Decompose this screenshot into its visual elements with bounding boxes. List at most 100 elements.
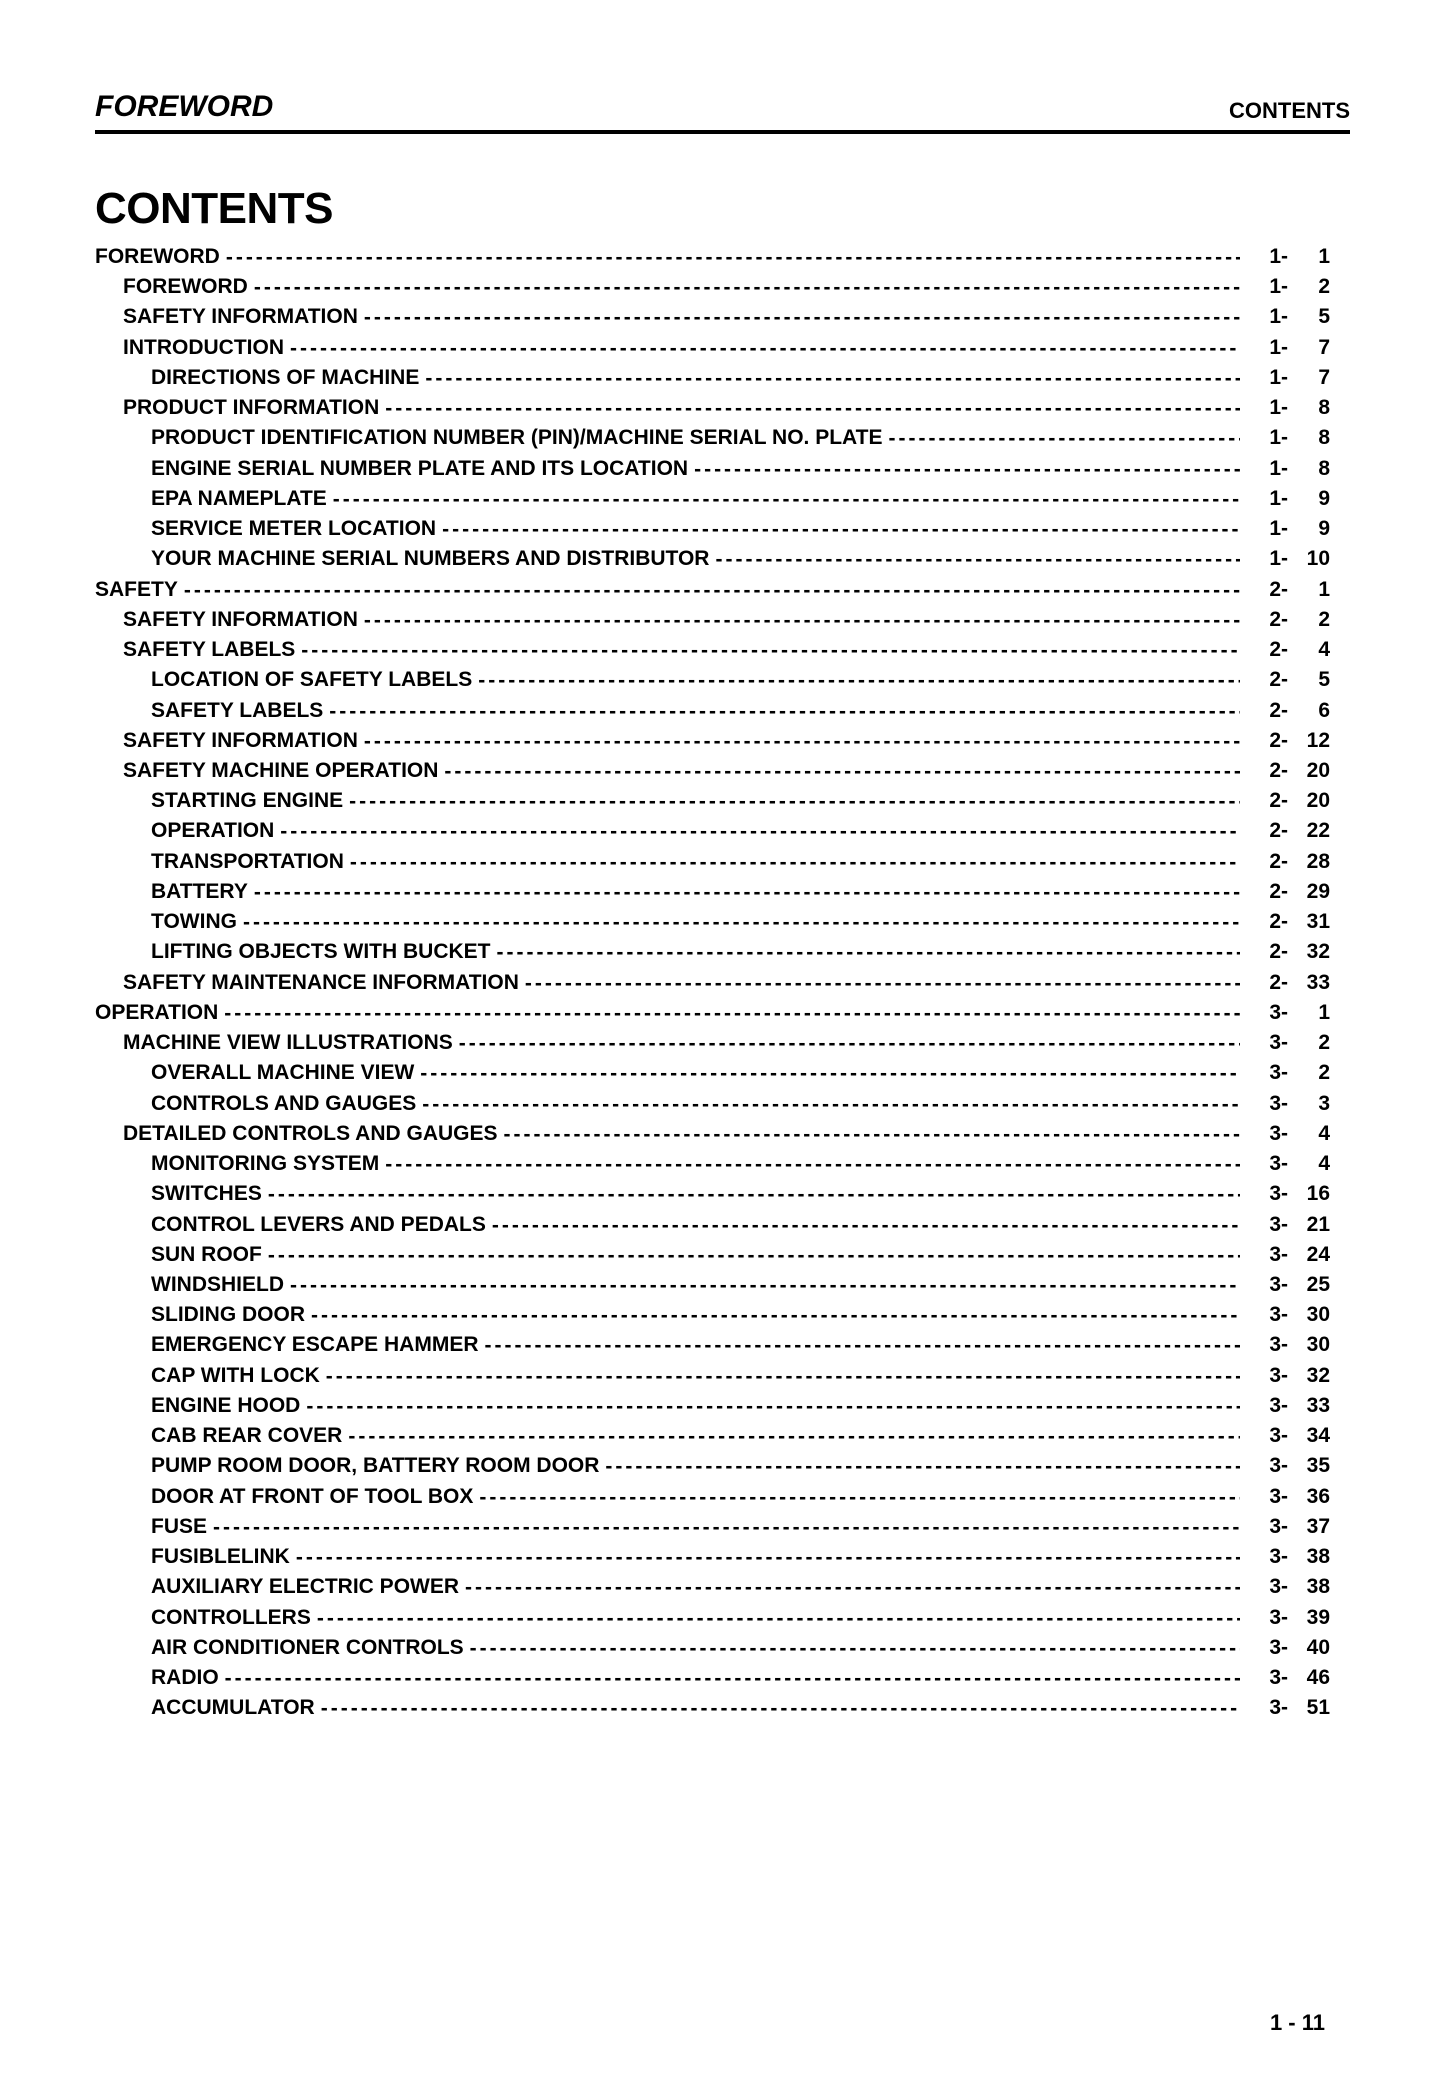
toc-entry-label: TRANSPORTATION <box>151 851 350 873</box>
toc-entry-page: 2-5 <box>1240 669 1350 691</box>
toc-entry-section: 1- <box>1254 427 1288 449</box>
toc-entry-pagenum: 22 <box>1288 820 1330 842</box>
toc-entry-label: SUN ROOF <box>151 1244 268 1266</box>
toc-leader-dots: ----------------------------------------… <box>459 1033 1240 1055</box>
toc-entry-pagenum: 10 <box>1288 548 1330 570</box>
toc-leader-dots: ----------------------------------------… <box>254 277 1240 299</box>
toc-entry-pagenum: 5 <box>1288 669 1330 691</box>
toc-entry: LIFTING OBJECTS WITH BUCKET-------------… <box>95 941 1350 963</box>
toc-leader-dots: ----------------------------------------… <box>268 1184 1240 1206</box>
toc-entry-page: 1-7 <box>1240 367 1350 389</box>
toc-leader-dots: ----------------------------------------… <box>329 701 1240 723</box>
toc-entry-pagenum: 8 <box>1288 458 1330 480</box>
toc-entry-page: 2-12 <box>1240 730 1350 752</box>
toc-leader-dots: ----------------------------------------… <box>364 610 1240 632</box>
toc-entry-label: RADIO <box>151 1667 225 1689</box>
toc-entry: OPERATION-------------------------------… <box>95 1002 1350 1024</box>
toc-entry-pagenum: 7 <box>1288 367 1330 389</box>
toc-entry-section: 1- <box>1254 548 1288 570</box>
toc-entry-label: CAP WITH LOCK <box>151 1365 326 1387</box>
toc-entry: PRODUCT INFORMATION---------------------… <box>95 397 1350 419</box>
toc-entry: AIR CONDITIONER CONTROLS----------------… <box>95 1637 1350 1659</box>
toc-entry-pagenum: 8 <box>1288 397 1330 419</box>
toc-leader-dots: ----------------------------------------… <box>364 307 1240 329</box>
toc-entry-section: 3- <box>1254 1365 1288 1387</box>
toc-entry-pagenum: 8 <box>1288 427 1330 449</box>
toc-entry-page: 1-5 <box>1240 306 1350 328</box>
toc-leader-dots: ----------------------------------------… <box>280 821 1240 843</box>
toc-entry-section: 1- <box>1254 518 1288 540</box>
toc-entry-page: 3-32 <box>1240 1365 1350 1387</box>
toc-entry-pagenum: 40 <box>1288 1637 1330 1659</box>
toc-entry-label: AIR CONDITIONER CONTROLS <box>151 1637 470 1659</box>
toc-entry-section: 1- <box>1254 488 1288 510</box>
toc-entry-label: SAFETY INFORMATION <box>123 609 364 631</box>
page: FOREWORD CONTENTS CONTENTS FOREWORD-----… <box>0 0 1445 2096</box>
toc-entry-pagenum: 1 <box>1288 246 1330 268</box>
toc-entry-page: 3-24 <box>1240 1244 1350 1266</box>
toc-entry-pagenum: 5 <box>1288 306 1330 328</box>
toc-entry: DETAILED CONTROLS AND GAUGES------------… <box>95 1123 1350 1145</box>
toc-leader-dots: ----------------------------------------… <box>317 1608 1240 1630</box>
toc-entry-label: INTRODUCTION <box>123 337 290 359</box>
toc-entry: AUXILIARY ELECTRIC POWER----------------… <box>95 1576 1350 1598</box>
toc-entry-label: MONITORING SYSTEM <box>151 1153 385 1175</box>
toc-entry-section: 3- <box>1254 1637 1288 1659</box>
toc-entry-section: 3- <box>1254 1546 1288 1568</box>
toc-leader-dots: ----------------------------------------… <box>296 1547 1240 1569</box>
toc-leader-dots: ----------------------------------------… <box>184 580 1240 602</box>
toc-entry-label: BATTERY <box>151 881 254 903</box>
toc-leader-dots: ----------------------------------------… <box>479 1487 1240 1509</box>
toc-entry-section: 3- <box>1254 1274 1288 1296</box>
toc-entry: SAFETY INFORMATION----------------------… <box>95 730 1350 752</box>
toc-leader-dots: ----------------------------------------… <box>254 882 1240 904</box>
toc-entry: MONITORING SYSTEM-----------------------… <box>95 1153 1350 1175</box>
toc-entry-label: OVERALL MACHINE VIEW <box>151 1062 420 1084</box>
toc-entry-label: PRODUCT IDENTIFICATION NUMBER (PIN)/MACH… <box>151 427 889 449</box>
toc-entry-pagenum: 3 <box>1288 1093 1330 1115</box>
toc-entry: CONTROLS AND GAUGES---------------------… <box>95 1093 1350 1115</box>
toc-entry: SAFETY MACHINE OPERATION----------------… <box>95 760 1350 782</box>
toc-entry-page: 1-9 <box>1240 488 1350 510</box>
toc-entry-label: OPERATION <box>151 820 280 842</box>
toc-leader-dots: ----------------------------------------… <box>525 973 1240 995</box>
toc-entry: ENGINE SERIAL NUMBER PLATE AND ITS LOCAT… <box>95 458 1350 480</box>
toc-entry-page: 3-34 <box>1240 1425 1350 1447</box>
page-number-footer: 1 - 11 <box>1270 2010 1325 2036</box>
toc-entry: CAB REAR COVER--------------------------… <box>95 1425 1350 1447</box>
toc-leader-dots: ----------------------------------------… <box>889 428 1241 450</box>
toc-entry-pagenum: 33 <box>1288 1395 1330 1417</box>
toc-entry-label: DIRECTIONS OF MACHINE <box>151 367 425 389</box>
toc-entry-pagenum: 4 <box>1288 1153 1330 1175</box>
toc-entry-pagenum: 39 <box>1288 1607 1330 1629</box>
toc-entry-page: 3-2 <box>1240 1062 1350 1084</box>
toc-entry-pagenum: 4 <box>1288 639 1330 661</box>
toc-leader-dots: ----------------------------------------… <box>444 761 1240 783</box>
toc-entry-pagenum: 2 <box>1288 276 1330 298</box>
toc-entry-label: EMERGENCY ESCAPE HAMMER <box>151 1334 485 1356</box>
toc-entry-pagenum: 38 <box>1288 1576 1330 1598</box>
toc-entry-section: 3- <box>1254 1093 1288 1115</box>
toc-entry-section: 1- <box>1254 306 1288 328</box>
toc-entry-pagenum: 34 <box>1288 1425 1330 1447</box>
toc-entry-pagenum: 6 <box>1288 700 1330 722</box>
toc-entry-label: DETAILED CONTROLS AND GAUGES <box>123 1123 504 1145</box>
toc-entry-section: 2- <box>1254 639 1288 661</box>
toc-entry-page: 1-9 <box>1240 518 1350 540</box>
toc-entry: EMERGENCY ESCAPE HAMMER-----------------… <box>95 1334 1350 1356</box>
toc-entry-section: 3- <box>1254 1607 1288 1629</box>
toc-entry: ACCUMULATOR-----------------------------… <box>95 1697 1350 1719</box>
toc-entry-page: 2-28 <box>1240 851 1350 873</box>
toc-entry: WINDSHIELD------------------------------… <box>95 1274 1350 1296</box>
toc-leader-dots: ----------------------------------------… <box>442 519 1240 541</box>
toc-leader-dots: ----------------------------------------… <box>465 1577 1240 1599</box>
toc-entry-label: CONTROL LEVERS AND PEDALS <box>151 1214 492 1236</box>
toc-leader-dots: ----------------------------------------… <box>333 489 1240 511</box>
toc-entry-pagenum: 21 <box>1288 1214 1330 1236</box>
toc-entry-pagenum: 36 <box>1288 1486 1330 1508</box>
toc-entry-section: 3- <box>1254 1153 1288 1175</box>
toc-entry: RADIO-----------------------------------… <box>95 1667 1350 1689</box>
toc-entry-section: 1- <box>1254 276 1288 298</box>
toc-entry-label: FUSE <box>151 1516 213 1538</box>
toc-leader-dots: ----------------------------------------… <box>422 1094 1240 1116</box>
